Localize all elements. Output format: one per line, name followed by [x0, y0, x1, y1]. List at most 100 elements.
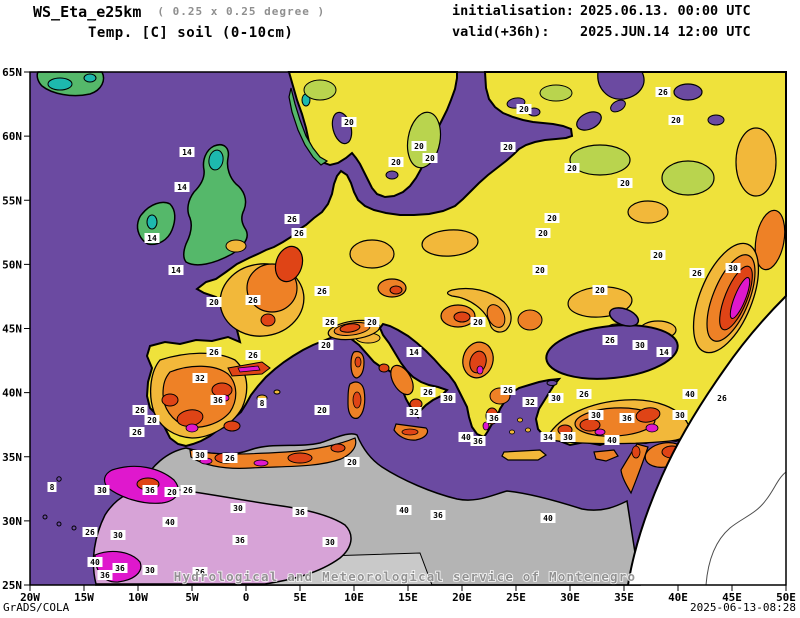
contour-label: 14 [177, 183, 187, 192]
contour-label-bg [232, 535, 248, 545]
contour-label-bg [458, 432, 474, 442]
contour-label-bg [682, 389, 698, 399]
contour-label: 20 [344, 118, 354, 127]
contour-label-bg [588, 410, 604, 420]
contour-label-bg [344, 457, 360, 467]
northeast-cold-patch [673, 83, 703, 101]
contour-label: 26 [317, 287, 327, 296]
canary-island [42, 514, 48, 520]
valid-time-line: valid(+36h): 2025.JUN.14 12:00 UTC [452, 24, 751, 40]
pannonia-red [453, 311, 471, 323]
iberia-orange [162, 365, 237, 428]
contour-label: 26 [423, 388, 433, 397]
contour-label: 20 [535, 266, 545, 275]
germany-gold [349, 239, 395, 269]
contour-label-bg [617, 178, 633, 188]
iberia-magenta-spot [185, 423, 199, 433]
italy-orange [390, 364, 414, 396]
scotland-teal [208, 149, 224, 171]
russia-greenyellow [539, 84, 573, 102]
contour-label: 40 [165, 518, 175, 527]
contour-label: 30 [551, 394, 561, 403]
sardinia-red [352, 391, 362, 409]
contour-label: 14 [182, 148, 192, 157]
contour-label: 20 [473, 318, 483, 327]
contour-label: 36 [145, 486, 155, 495]
aegean-island [509, 429, 515, 435]
contour-label-bg [714, 393, 730, 403]
contour-label: 36 [235, 536, 245, 545]
turkey-red [635, 407, 661, 423]
contour-label-bg [144, 233, 160, 243]
lake-onega [610, 99, 626, 113]
contour-label-bg [650, 250, 666, 260]
y-tick-label: 25N [2, 579, 22, 592]
contour-label: 36 [489, 414, 499, 423]
contour-label-bg [206, 347, 222, 357]
contour-label: 20 [425, 154, 435, 163]
contour-label-bg [548, 393, 564, 403]
contour-label-bg [318, 340, 334, 350]
y-tick-label: 50N [2, 258, 22, 271]
contour-label-bg [725, 263, 741, 273]
contour-label: 26 [287, 215, 297, 224]
sicily-red [401, 428, 419, 436]
x-tick-label: 50E [776, 591, 796, 604]
x-tick-label: 10W [128, 591, 148, 604]
contour-label-bg [292, 507, 308, 517]
black-sea [545, 324, 679, 380]
madeira [56, 476, 62, 482]
norway-north-greenyellow [303, 79, 337, 101]
contour-label-bg [168, 265, 184, 275]
iberia-red-spot [161, 393, 179, 407]
x-tick-label: 15E [398, 591, 418, 604]
contour-label-bg [112, 563, 128, 573]
contour-label: 26 [579, 390, 589, 399]
contour-label: 40 [543, 514, 553, 523]
pyrenees-magenta [237, 365, 261, 373]
sea-of-azov [608, 307, 640, 327]
poland-gold [421, 229, 479, 257]
contour-label-bg [164, 487, 180, 497]
contour-label: 14 [659, 348, 669, 357]
maghreb-red-spot [330, 443, 346, 453]
caucasus-magenta [729, 276, 751, 320]
east-orange-band [754, 209, 786, 271]
contour-label: 26 [132, 428, 142, 437]
y-tick-label: 65N [2, 66, 22, 79]
arabia-coastline [705, 471, 787, 586]
crete [501, 449, 548, 461]
contour-label: 36 [622, 414, 632, 423]
contour-label-bg [486, 413, 502, 423]
x-tick-label: 20E [452, 591, 472, 604]
contour-label-bg [672, 410, 688, 420]
contour-label: 20 [167, 488, 177, 497]
levant-red [631, 445, 641, 459]
contour-label: 30 [195, 451, 205, 460]
contour-label-bg [668, 115, 684, 125]
contour-label: 36 [295, 508, 305, 517]
contour-label: 30 [113, 531, 123, 540]
contour-label-bg [47, 482, 57, 492]
contour-label-bg [430, 510, 446, 520]
contour-label-bg [110, 530, 126, 540]
contour-label: 30 [233, 504, 243, 513]
aegean-island [525, 427, 531, 433]
valid-value: 2025.JUN.14 12:00 UTC [580, 24, 751, 40]
southeast-spain-red [223, 420, 241, 432]
contour-label: 30 [591, 411, 601, 420]
contour-label-bg [564, 163, 580, 173]
contour-label-bg [179, 147, 195, 157]
contour-label-bg [532, 265, 548, 275]
longitude-axis: 20W 15W 10W 5W 0 5E 10E 15E 20E 25E 30E 35E 40E 45E 50… [20, 585, 796, 604]
alps-red [339, 323, 361, 333]
contour-label-bg [364, 317, 380, 327]
domain-edge-line [627, 295, 787, 586]
x-tick-label: 30E [560, 591, 580, 604]
contour-label: 20 [567, 164, 577, 173]
sahara-pink-region [92, 486, 352, 585]
massif-red [260, 313, 276, 327]
y-tick-label: 45N [2, 323, 22, 336]
x-tick-label: 35E [614, 591, 634, 604]
contour-label: 36 [433, 511, 443, 520]
